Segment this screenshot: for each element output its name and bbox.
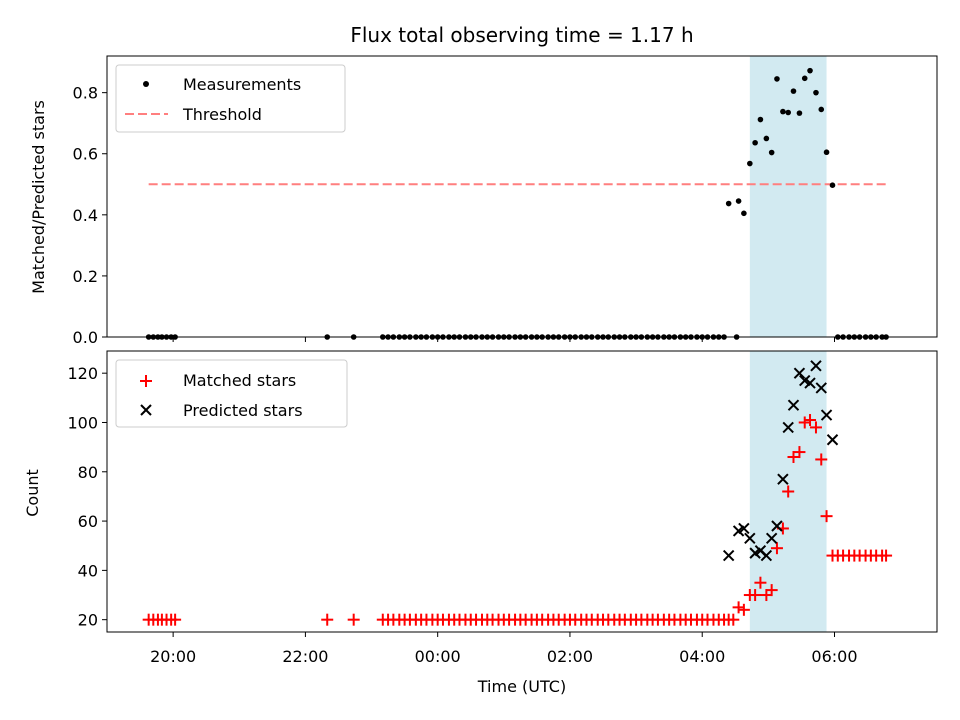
matched-point [815,453,828,466]
predicted-point [765,532,778,545]
top-y-tick-label: 0.2 [73,267,98,286]
matched-point [732,601,745,614]
bottom-legend: Matched stars Predicted stars [115,359,348,428]
legend-predicted-label: Predicted stars [183,401,303,420]
predicted-point [810,360,822,372]
matched-point [765,584,778,597]
matched-point [321,613,334,626]
predicted-point [826,434,839,446]
top-panel: 0.00.20.40.60.8 Matched/Predicted stars … [29,55,938,347]
legend-matched-label: Matched stars [183,371,296,390]
predicted-point [787,399,800,411]
measurement-point [818,106,825,113]
measurement-point [752,139,758,146]
matched-points [142,414,893,626]
bottom-y-axis-label: Count [23,469,42,517]
predicted-point [777,473,789,485]
measurement-point [780,108,786,115]
bottom-y-ticks: 20 40 60 80 100 120 [67,364,107,630]
predicted-point [793,367,806,379]
measurement-point [763,135,770,142]
x-tick-label: 22:00 [282,647,328,666]
measurement-point [790,88,797,94]
measurement-point [813,89,819,96]
measurement-point [785,109,791,116]
measurement-point [823,149,830,156]
predicted-point [782,421,794,434]
legend-predicted-marker [140,404,152,416]
matched-point [782,485,795,498]
top-axes-frame [106,55,938,338]
predicted-point [760,549,773,562]
matched-point [737,603,750,616]
matched-point [793,446,806,459]
measurement-point [807,67,813,74]
top-legend-box [115,64,346,133]
top-y-tick-label: 0.8 [73,84,98,103]
predicted-point [804,377,816,389]
measurement-point [735,198,742,204]
legend-matched-marker [140,375,152,387]
bottom-panel: 20 40 60 80 100 120 20:00 22:00 00:00 02:00 04:00… [23,350,938,696]
x-tick-label: 04:00 [679,647,725,666]
predicted-point [815,382,827,394]
matched-point [804,414,817,427]
legend-measurements-marker [143,81,149,87]
bottom-y-tick-label: 120 [67,364,98,383]
bottom-axes-frame [106,350,938,633]
measurement-point [774,76,780,82]
matched-point [754,576,767,589]
matched-point [880,549,893,562]
measurement-point [741,210,747,217]
top-y-tick-label: 0.4 [73,206,98,225]
x-tick-label: 20:00 [150,647,196,666]
top-span [749,56,827,337]
bottom-x-ticks: 20:00 22:00 00:00 02:00 04:00 06:00 [150,632,858,666]
measurement-point [768,149,775,156]
measurement-point [829,182,836,188]
matched-point [749,589,762,602]
top-y-tick-label: 0.0 [73,328,98,347]
matched-point [727,613,740,626]
top-y-tick-label: 0.6 [73,145,98,164]
x-tick-label: 02:00 [547,647,593,666]
predicted-points [722,360,839,562]
matched-point [770,542,783,555]
x-tick-label: 00:00 [415,647,461,666]
predicted-point [820,409,833,421]
matched-point [809,421,822,434]
predicted-point [722,549,735,562]
top-x-ticks [172,337,835,342]
measurement-point [747,160,753,167]
x-axis-label: Time (UTC) [477,677,566,696]
matched-point [798,416,811,429]
legend-measurements-label: Measurements [183,75,301,94]
matched-point [347,613,360,626]
bottom-legend-box [115,359,348,428]
bottom-y-tick-label: 60 [78,512,98,531]
bottom-y-tick-label: 100 [67,413,98,432]
chart-title: Flux total observing time = 1.17 h [350,23,693,47]
bottom-y-tick-label: 40 [78,561,98,580]
bottom-y-tick-label: 80 [78,463,98,482]
matched-point [820,510,833,523]
top-legend: Measurements Threshold [115,64,346,133]
predicted-point [738,522,750,535]
measurement-point [757,116,764,123]
measurement-point [801,75,808,82]
legend-threshold-label: Threshold [182,105,262,124]
bottom-y-tick-label: 20 [78,611,98,630]
measurement-point [725,200,732,207]
predicted-point [771,520,783,532]
top-y-ticks: 0.0 0.2 0.4 0.6 0.8 [73,84,107,347]
predicted-point [744,532,756,545]
top-y-axis-label: Matched/Predicted stars [29,100,48,294]
matched-point [169,613,182,626]
measurement-point [796,110,803,116]
x-tick-label: 06:00 [811,647,857,666]
